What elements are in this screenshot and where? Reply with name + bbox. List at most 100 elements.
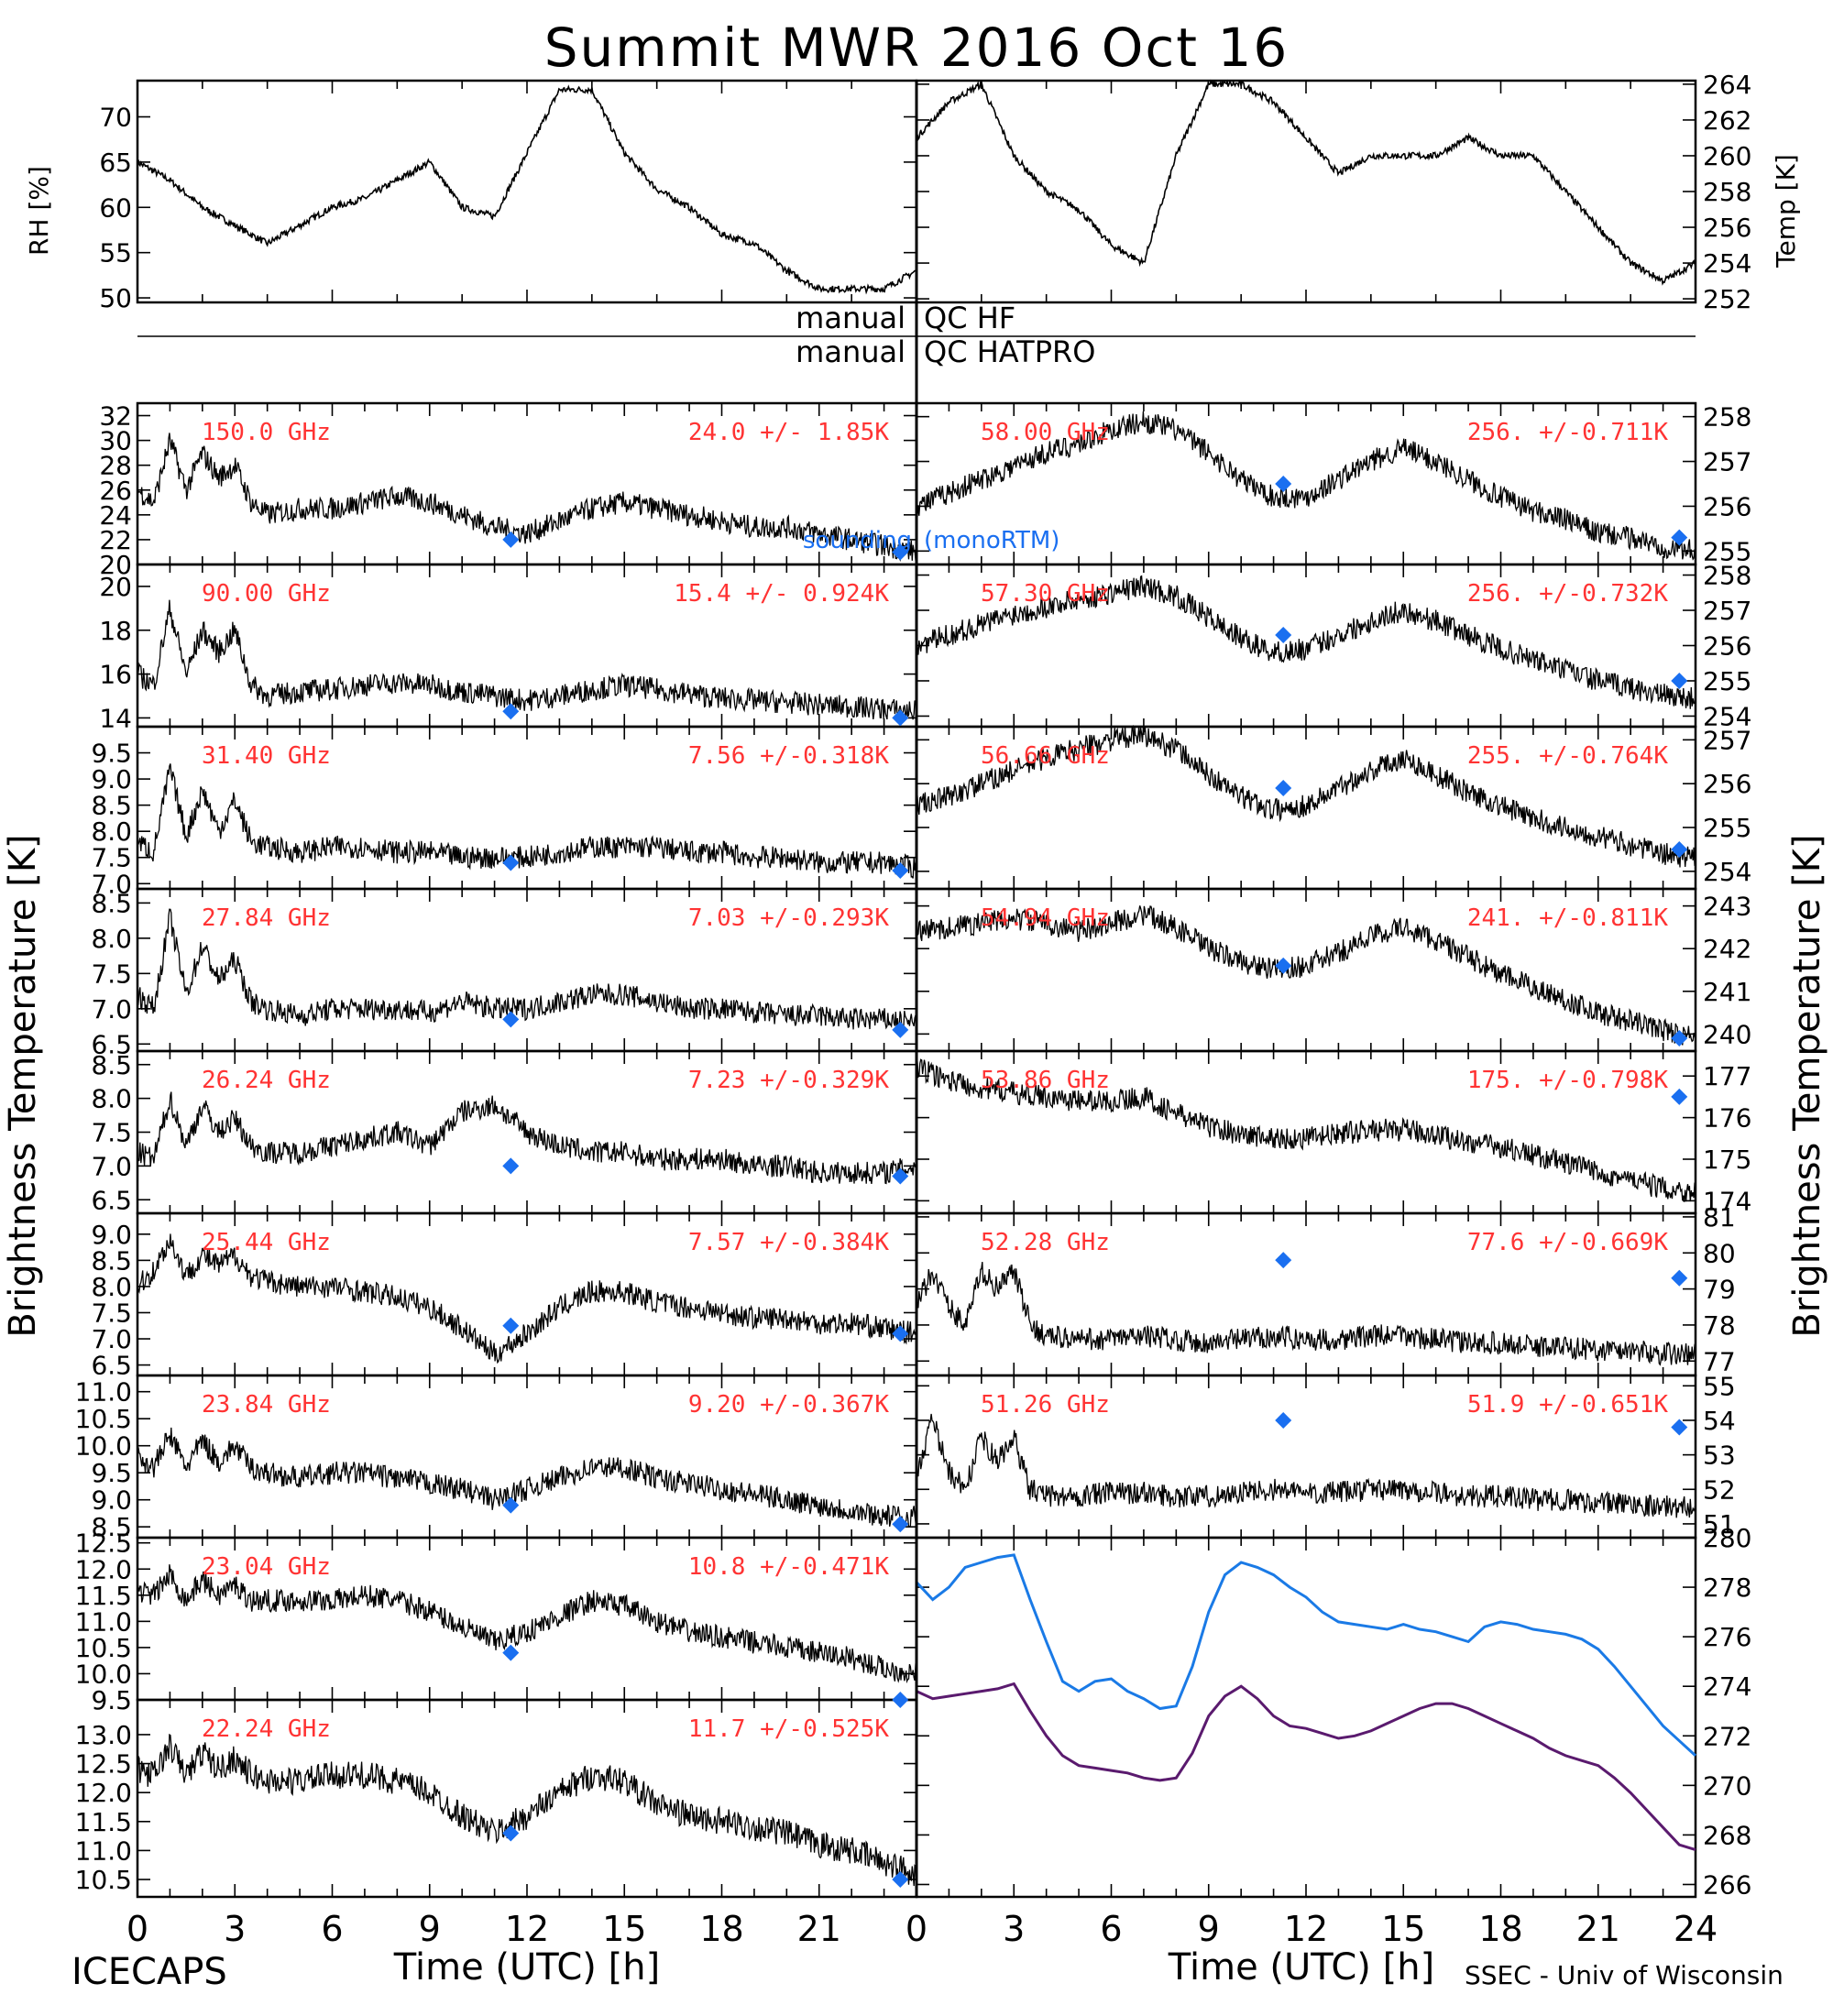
sounding-marker — [892, 1021, 909, 1038]
channel-labels: 150.0 GHz 24.0 +/- 1.85K 90.00 GHz 15.4 +/-… — [202, 419, 1668, 1743]
y-tick-label: 7.0 — [91, 994, 132, 1024]
y-tick-label: 276 — [1703, 1622, 1751, 1652]
ylabel-right: Brightness Temperature [K] — [1786, 834, 1828, 1337]
y-tick-label: 11.0 — [75, 1377, 132, 1408]
y-tick-label: 7.5 — [91, 1298, 132, 1328]
y-tick-label: 79 — [1703, 1275, 1736, 1305]
channel-stat-label: 15.4 +/- 0.924K — [674, 580, 889, 608]
sounding-marker — [1671, 1419, 1688, 1436]
y-tick-label: 12.5 — [75, 1528, 132, 1559]
sounding-label: sounding — [803, 527, 912, 554]
ch-2784-trace — [137, 908, 917, 1031]
x-tick-label: 0 — [126, 1909, 148, 1949]
ch-150-trace — [137, 433, 917, 562]
y-tick-label: 77 — [1703, 1346, 1736, 1376]
sounding-marker — [1275, 957, 1292, 974]
y-tick-label: 241 — [1703, 977, 1751, 1007]
y-tick-label: 50 — [99, 283, 132, 313]
ch-90-trace — [137, 599, 917, 722]
y-tick-label: 6.5 — [91, 1351, 132, 1381]
channel-frequency-label: 150.0 GHz — [202, 419, 331, 446]
channel-frequency-label: 57.30 GHz — [981, 580, 1110, 608]
y-tick-label: 7.5 — [91, 959, 132, 989]
y-tick-label: 10.0 — [75, 1431, 132, 1462]
ch-5730-trace — [916, 575, 1696, 709]
x-tick-label: 24 — [1674, 1909, 1718, 1949]
x-tick-label: 21 — [797, 1909, 841, 1949]
channel-stat-label: 7.56 +/-0.318K — [688, 742, 889, 770]
ch-2224-trace — [137, 1733, 917, 1887]
y-tick-label: 20 — [99, 550, 132, 580]
sounding-marker — [1671, 1269, 1688, 1287]
channel-frequency-label: 90.00 GHz — [202, 580, 331, 608]
sounding-marker — [502, 1157, 520, 1175]
sounding-marker — [502, 1496, 520, 1514]
y-tick-label: 18 — [99, 616, 132, 646]
channel-frequency-label: 31.40 GHz — [202, 742, 331, 770]
channel-frequency-label: 25.44 GHz — [202, 1229, 331, 1256]
sounding-marker — [502, 1011, 520, 1028]
sounding-marker — [502, 1317, 520, 1334]
sounding-markers — [502, 476, 1688, 1889]
sounding-marker — [1275, 1411, 1292, 1429]
y-tick-label: 60 — [99, 192, 132, 223]
sounding-marker — [1671, 1088, 1688, 1105]
channel-frequency-label: 51.26 GHz — [981, 1391, 1110, 1419]
y-tick-label: 13.0 — [75, 1720, 132, 1750]
xlabel-left: Time (UTC) [h] — [393, 1946, 660, 1989]
y-tick-label: 9.0 — [91, 1485, 132, 1516]
y-tick-label: 272 — [1703, 1721, 1751, 1751]
y-tick-label: 7.0 — [91, 1324, 132, 1354]
sounding-marker — [1671, 840, 1688, 858]
y-tick-label: 10.0 — [75, 1659, 132, 1689]
sounding-marker — [892, 543, 909, 561]
y-tick-label: 7.0 — [91, 1151, 132, 1181]
channel-stat-label: 175. +/-0.798K — [1467, 1067, 1668, 1094]
y-tick-label: 52 — [1703, 1474, 1736, 1505]
y-tick-label: 260 — [1703, 141, 1751, 171]
y-tick-label: 256 — [1703, 491, 1751, 521]
qc-left-hatpro: manual — [796, 334, 906, 369]
x-tick-label: 15 — [602, 1909, 646, 1949]
y-tick-label: 280 — [1703, 1523, 1751, 1553]
y-tick-label: 242 — [1703, 934, 1751, 964]
channel-frequency-label: 26.24 GHz — [202, 1067, 331, 1094]
x-tick-label: 6 — [321, 1909, 343, 1949]
sounding-marker — [892, 1871, 909, 1889]
channel-stat-label: 7.23 +/-0.329K — [688, 1067, 889, 1094]
channel-stat-label: 9.20 +/-0.367K — [688, 1391, 889, 1419]
ch-2304-trace — [137, 1564, 917, 1684]
y-tick-label: 8.0 — [91, 1272, 132, 1302]
channel-stat-label: 7.57 +/-0.384K — [688, 1229, 889, 1256]
sounding-marker — [1671, 529, 1688, 546]
y-tick-label: 9.0 — [91, 764, 132, 794]
y-tick-label: 8.0 — [91, 1084, 132, 1114]
qc-right-hatpro: QC HATPRO — [924, 334, 1095, 369]
channel-stat-label: 51.9 +/-0.651K — [1467, 1391, 1668, 1419]
x-tick-label: 0 — [906, 1909, 927, 1949]
y-tick-label: 32 — [99, 401, 132, 432]
met-rh-frame — [136, 79, 918, 304]
ch-5494-trace — [916, 905, 1696, 1046]
y-tick-label: 51 — [1703, 1509, 1736, 1539]
y-tick-label: 268 — [1703, 1820, 1751, 1850]
y-tick-label: 240 — [1703, 1019, 1751, 1049]
channel-stat-label: 24.0 +/- 1.85K — [688, 419, 889, 446]
x-tick-label: 9 — [419, 1909, 441, 1949]
x-tick-label: 15 — [1381, 1909, 1425, 1949]
sounding-marker — [1275, 626, 1292, 643]
y-tick-label: 252 — [1703, 284, 1751, 314]
y-tick-label: 243 — [1703, 892, 1751, 922]
y-tick-label: 55 — [1703, 1371, 1736, 1401]
sounding-marker — [1275, 1252, 1292, 1269]
y-tick-label: 258 — [1703, 177, 1751, 207]
y-tick-label: 257 — [1703, 725, 1751, 755]
y-tick-label: 11.0 — [75, 1835, 132, 1866]
channel-stat-label: 10.8 +/-0.471K — [688, 1553, 889, 1581]
qc-right-hf: QC HF — [924, 301, 1015, 335]
y-tick-label: 6.5 — [91, 1029, 132, 1059]
x-tick-label: 12 — [1284, 1909, 1328, 1949]
y-tick-label: 53 — [1703, 1441, 1736, 1471]
ch-5386-trace — [916, 1058, 1696, 1202]
